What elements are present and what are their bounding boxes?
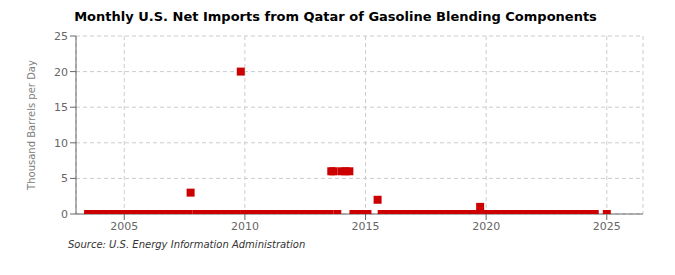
- svg-text:20: 20: [54, 66, 68, 79]
- html-text:Source: U.S. Energy Informatio: Source: U.S. Energy Information Administ…: [68, 239, 306, 250]
- svg-text:0: 0: [61, 208, 68, 221]
- svg-text:Thousand Barrels per Day: Thousand Barrels per Day: [26, 60, 37, 191]
- svg-text:2015: 2015: [352, 220, 380, 233]
- html-text:Monthly U.S. Net Imports from: Monthly U.S. Net Imports from Qatar of G…: [74, 9, 597, 24]
- svg-text:5: 5: [61, 172, 68, 185]
- svg-text:2025: 2025: [593, 220, 621, 233]
- svg-text:10: 10: [54, 137, 68, 150]
- svg-text:2005: 2005: [110, 220, 138, 233]
- svg-text:2020: 2020: [472, 220, 500, 233]
- svg-text:2010: 2010: [231, 220, 259, 233]
- svg-text:25: 25: [54, 30, 68, 43]
- svg-text:15: 15: [54, 101, 68, 114]
